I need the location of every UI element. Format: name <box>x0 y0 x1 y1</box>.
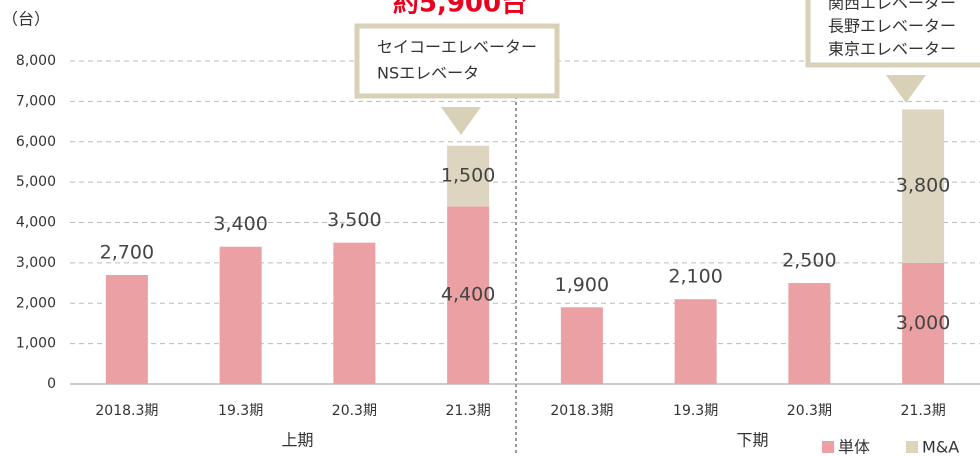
legend-swatch <box>906 441 918 453</box>
y-tick-label: 6,000 <box>16 134 56 150</box>
bar-segment <box>105 274 148 384</box>
value-label: 1,500 <box>441 165 495 187</box>
y-tick-label: 1,000 <box>16 336 56 352</box>
x-tick-label: 21.3期 <box>446 403 491 419</box>
value-label: 2,700 <box>100 241 154 263</box>
y-tick-label: 4,000 <box>16 215 56 231</box>
callout-text: セイコーエレベーター <box>377 38 537 57</box>
value-label: 3,800 <box>896 175 950 197</box>
bar-segment <box>447 145 490 207</box>
y-tick-label: 0 <box>47 376 56 392</box>
value-label: 1,900 <box>555 274 609 296</box>
callout-text: 長野エレベーター <box>828 17 956 36</box>
value-label: 3,400 <box>213 213 267 235</box>
bar-segment <box>560 307 603 384</box>
x-tick-label: 19.3期 <box>673 403 718 419</box>
value-label: 2,100 <box>668 266 722 288</box>
bar-segment <box>902 262 945 384</box>
y-tick-label: 8,000 <box>16 53 56 69</box>
bar-segment <box>902 109 945 263</box>
value-label: 2,500 <box>782 250 836 272</box>
value-label: 3,000 <box>896 312 950 334</box>
y-tick-label: 3,000 <box>16 255 56 271</box>
group-label: 上期 <box>281 431 313 450</box>
x-tick-label: 20.3期 <box>787 403 832 419</box>
callout-arrow <box>441 107 481 135</box>
y-tick-label: 7,000 <box>16 93 56 109</box>
callout-text: 東京エレベーター <box>828 40 956 59</box>
legend-label: 単体 <box>838 438 870 456</box>
y-tick-label: 2,000 <box>16 295 56 311</box>
value-label: 4,400 <box>441 284 495 306</box>
x-tick-label: 2018.3期 <box>550 403 613 419</box>
chart-title: 約5,900台 <box>393 0 527 19</box>
bar-segment <box>333 242 376 384</box>
x-tick-label: 21.3期 <box>901 403 946 419</box>
legend-swatch <box>822 441 834 453</box>
y-tick-label: 5,000 <box>16 174 56 190</box>
bar-segment <box>219 246 262 384</box>
bar-segment <box>447 206 490 384</box>
callout-arrow <box>886 75 926 103</box>
legend-label: M&A <box>922 438 959 456</box>
bar-segment <box>788 283 831 384</box>
group-label: 下期 <box>736 431 768 450</box>
x-tick-label: 2018.3期 <box>95 403 158 419</box>
x-tick-label: 19.3期 <box>218 403 263 419</box>
x-tick-label: 20.3期 <box>332 403 377 419</box>
value-label: 3,500 <box>327 209 381 231</box>
callout-text: 関西エレベーター <box>828 0 956 13</box>
bar-segment <box>674 299 717 384</box>
callout-box <box>354 23 560 99</box>
callout-box <box>805 0 980 68</box>
callout-text: NSエレベータ <box>377 64 479 83</box>
y-axis-label: （台） <box>2 10 50 29</box>
